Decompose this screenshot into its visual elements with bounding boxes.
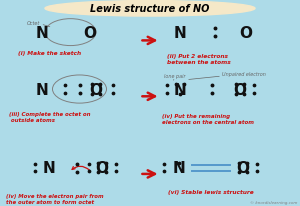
Text: N: N <box>174 26 186 40</box>
Ellipse shape <box>45 1 255 17</box>
Text: N: N <box>172 160 185 175</box>
Text: (ii) Put 2 electrons
between the atoms: (ii) Put 2 electrons between the atoms <box>167 54 230 65</box>
Text: O: O <box>239 26 253 40</box>
Text: O: O <box>83 26 97 40</box>
Text: N: N <box>36 26 48 40</box>
Text: N: N <box>43 160 56 175</box>
Text: (i) Make the sketch: (i) Make the sketch <box>18 50 81 55</box>
Text: lone pair: lone pair <box>164 74 185 79</box>
Text: O: O <box>233 82 247 97</box>
Text: O: O <box>95 160 109 175</box>
Text: Lewis structure of NO: Lewis structure of NO <box>90 4 210 14</box>
Text: (iv) Move the electron pair from
the outer atom to form octet: (iv) Move the electron pair from the out… <box>6 193 103 204</box>
Text: O: O <box>236 160 250 175</box>
Text: (iv) Put the remaining
electrons on the central atom: (iv) Put the remaining electrons on the … <box>162 113 254 124</box>
Text: © knordislearning.com: © knordislearning.com <box>250 200 297 204</box>
Text: Octet: Octet <box>27 21 40 26</box>
Text: (iii) Complete the octet on
 outside atoms: (iii) Complete the octet on outside atom… <box>9 111 91 122</box>
Text: Unpaired electron: Unpaired electron <box>222 72 266 77</box>
Text: (vi) Stable lewis structure: (vi) Stable lewis structure <box>168 190 254 194</box>
Text: N: N <box>174 82 186 97</box>
Text: O: O <box>89 82 103 97</box>
Text: N: N <box>36 82 48 97</box>
